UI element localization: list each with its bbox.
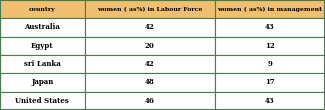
Bar <box>214 55 325 73</box>
Text: United States: United States <box>15 97 69 105</box>
Bar <box>84 18 214 37</box>
Bar <box>214 37 325 55</box>
Bar <box>214 73 325 92</box>
Bar <box>84 37 214 55</box>
Bar <box>84 73 214 92</box>
Text: 43: 43 <box>265 97 275 105</box>
Bar <box>0 55 84 73</box>
Bar <box>0 0 84 18</box>
Bar <box>214 92 325 110</box>
Text: Australia: Australia <box>24 24 60 31</box>
Text: Egypt: Egypt <box>31 42 54 50</box>
Bar <box>84 0 214 18</box>
Bar <box>0 37 84 55</box>
Text: 42: 42 <box>145 60 154 68</box>
Text: 20: 20 <box>145 42 154 50</box>
Text: 9: 9 <box>267 60 272 68</box>
Bar <box>84 55 214 73</box>
Text: sri Lanka: sri Lanka <box>24 60 61 68</box>
Text: 42: 42 <box>145 24 154 31</box>
Text: women ( as%) in management: women ( as%) in management <box>217 6 322 12</box>
Text: 43: 43 <box>265 24 275 31</box>
Text: 17: 17 <box>265 79 275 86</box>
Text: country: country <box>29 7 56 12</box>
Text: 46: 46 <box>145 97 154 105</box>
Bar <box>84 92 214 110</box>
Bar <box>0 92 84 110</box>
Bar <box>214 18 325 37</box>
Text: women ( as%) in Labour Force: women ( as%) in Labour Force <box>97 7 202 12</box>
Bar <box>0 73 84 92</box>
Text: 48: 48 <box>145 79 154 86</box>
Bar <box>0 18 84 37</box>
Text: 12: 12 <box>265 42 275 50</box>
Bar <box>214 0 325 18</box>
Text: Japan: Japan <box>31 79 53 86</box>
